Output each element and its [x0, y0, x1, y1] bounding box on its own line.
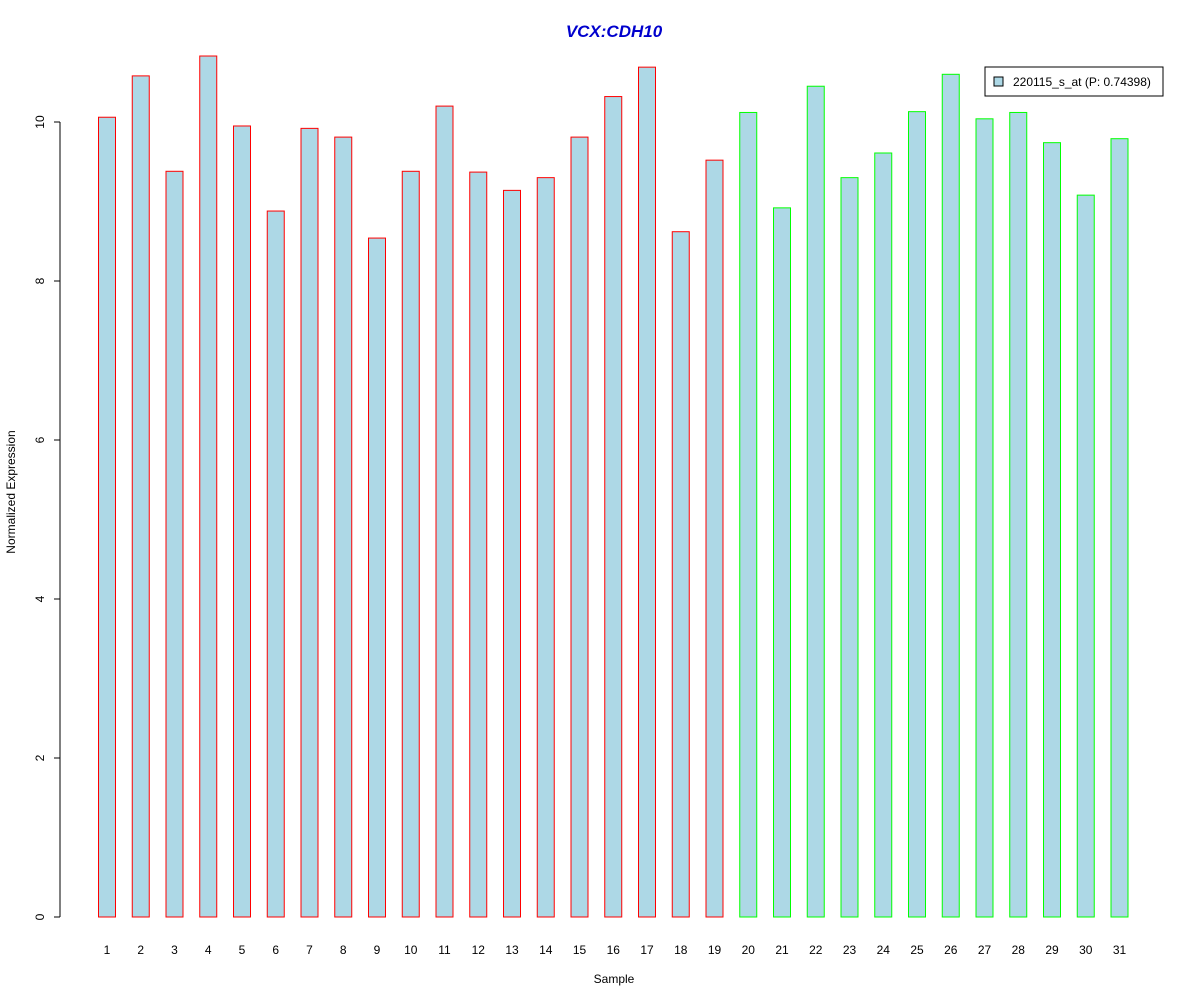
y-tick-label: 8 — [33, 277, 47, 284]
x-tick-label: 1 — [104, 943, 111, 957]
bar-sample-19 — [705, 159, 724, 918]
x-tick-label: 6 — [272, 943, 279, 957]
bar-sample-13 — [503, 189, 521, 918]
y-tick-label: 2 — [33, 754, 47, 761]
x-tick-label: 7 — [306, 943, 313, 957]
bar-sample-18 — [671, 231, 690, 918]
bar-sample-23 — [840, 177, 859, 918]
bar-sample-30 — [1076, 194, 1095, 918]
bar-sample-26 — [941, 73, 960, 918]
bar-sample-24 — [874, 152, 893, 918]
x-tick-label: 25 — [910, 943, 924, 957]
y-tick-label: 10 — [33, 115, 47, 129]
bar-sample-17 — [638, 66, 656, 918]
bar-sample-25 — [908, 111, 926, 918]
legend-label: 220115_s_at (P: 0.74398) — [1013, 75, 1151, 89]
x-tick-label: 28 — [1012, 943, 1026, 957]
x-tick-label: 19 — [708, 943, 722, 957]
bar-sample-22 — [806, 85, 825, 918]
x-tick-label: 9 — [374, 943, 381, 957]
y-tick-label: 0 — [33, 913, 47, 920]
bar-sample-10 — [401, 170, 420, 918]
y-tick-label: 4 — [33, 595, 47, 602]
x-tick-label: 8 — [340, 943, 347, 957]
bar-sample-9 — [368, 237, 386, 918]
x-tick-label: 4 — [205, 943, 212, 957]
y-tick-label: 6 — [33, 436, 47, 443]
x-tick-label: 10 — [404, 943, 418, 957]
x-tick-label: 26 — [944, 943, 958, 957]
x-tick-label: 3 — [171, 943, 178, 957]
bar-sample-3 — [165, 170, 184, 918]
bar-sample-12 — [469, 171, 488, 918]
x-tick-label: 14 — [539, 943, 553, 957]
bar-sample-31 — [1110, 138, 1129, 918]
bar-sample-7 — [300, 127, 319, 918]
bar-sample-1 — [98, 116, 116, 918]
bar-sample-2 — [131, 75, 150, 918]
bar-sample-6 — [266, 210, 285, 918]
x-tick-label: 2 — [137, 943, 144, 957]
bars-group — [98, 55, 1129, 918]
x-tick-label: 27 — [978, 943, 992, 957]
bar-sample-28 — [1009, 111, 1028, 918]
x-tick-label: 17 — [640, 943, 654, 957]
x-tick-label: 20 — [742, 943, 756, 957]
bar-sample-29 — [1043, 142, 1061, 918]
legend: 220115_s_at (P: 0.74398) — [984, 66, 1164, 97]
bar-sample-14 — [536, 177, 555, 918]
x-tick-label: 21 — [775, 943, 789, 957]
x-tick-label: 29 — [1045, 943, 1059, 957]
x-tick-label: 5 — [239, 943, 246, 957]
x-tick-label: 18 — [674, 943, 688, 957]
y-axis: 0 2 4 6 8 10 — [33, 115, 61, 920]
bar-sample-5 — [233, 125, 251, 918]
bar-sample-4 — [199, 55, 218, 918]
x-tick-label: 24 — [877, 943, 891, 957]
bar-sample-11 — [435, 105, 454, 918]
legend-box — [984, 66, 1164, 97]
x-tick-labels: 1 2 3 4 5 6 7 8 9 10 11 12 13 14 15 16 17 18 19 20 21 22 23 24 2… — [104, 943, 1127, 957]
bar-sample-15 — [570, 136, 589, 918]
bar-sample-21 — [773, 207, 791, 918]
x-tick-label: 11 — [438, 943, 451, 957]
bar-sample-16 — [604, 96, 623, 918]
bar-sample-27 — [975, 118, 994, 918]
x-tick-label: 12 — [472, 943, 486, 957]
chart-title: VCX:CDH10 — [566, 22, 663, 41]
x-tick-label: 23 — [843, 943, 857, 957]
bar-sample-8 — [334, 136, 353, 918]
x-tick-label: 13 — [505, 943, 519, 957]
legend-swatch — [993, 76, 1004, 87]
x-tick-label: 22 — [809, 943, 823, 957]
bar-sample-20 — [739, 111, 758, 918]
x-tick-label: 30 — [1079, 943, 1093, 957]
x-tick-label: 16 — [607, 943, 621, 957]
x-tick-label: 31 — [1113, 943, 1127, 957]
x-axis-title: Sample — [594, 972, 635, 986]
x-tick-label: 15 — [573, 943, 587, 957]
y-axis-title: Normalized Expression — [4, 430, 18, 553]
